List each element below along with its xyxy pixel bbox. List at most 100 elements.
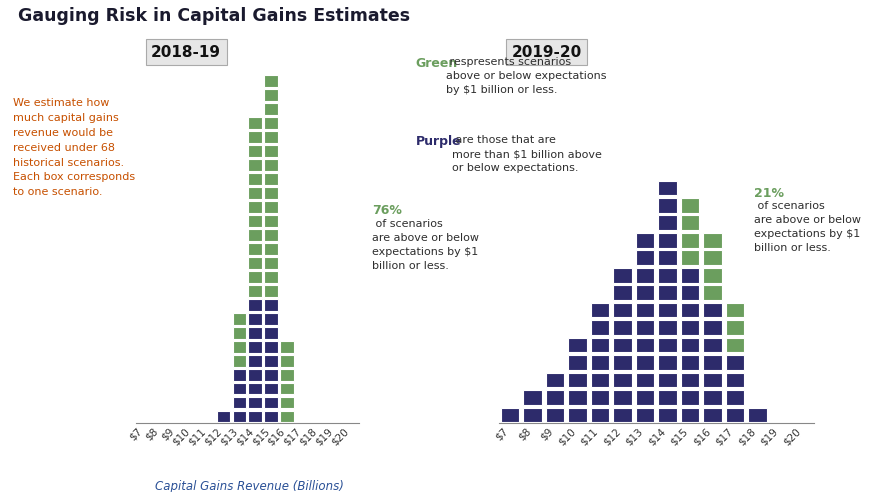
Bar — [725, 407, 745, 422]
Bar — [725, 303, 745, 317]
Bar — [658, 215, 677, 230]
Bar — [248, 341, 262, 353]
Bar — [658, 181, 677, 195]
Bar — [591, 303, 610, 317]
Bar — [264, 257, 277, 269]
Bar — [635, 233, 654, 247]
Bar — [248, 159, 262, 171]
Bar — [681, 338, 699, 352]
Bar — [725, 320, 745, 335]
Bar — [613, 407, 632, 422]
Bar — [703, 233, 722, 247]
Bar — [248, 299, 262, 310]
Bar — [248, 131, 262, 143]
Bar — [248, 313, 262, 325]
Bar — [264, 397, 277, 408]
Bar — [280, 411, 294, 423]
Bar — [280, 383, 294, 395]
Bar — [248, 397, 262, 408]
Bar — [681, 198, 699, 213]
Bar — [248, 201, 262, 213]
Bar — [613, 372, 632, 387]
Bar — [264, 341, 277, 353]
Bar — [545, 372, 564, 387]
Bar — [681, 215, 699, 230]
Bar — [248, 285, 262, 297]
Bar — [591, 407, 610, 422]
Bar — [264, 369, 277, 380]
Bar — [264, 33, 277, 45]
Bar — [635, 407, 654, 422]
Bar — [703, 372, 722, 387]
Bar — [264, 187, 277, 199]
Bar — [658, 407, 677, 422]
Bar — [703, 390, 722, 405]
Bar — [703, 303, 722, 317]
Bar — [591, 355, 610, 370]
Bar — [681, 303, 699, 317]
Bar — [568, 372, 587, 387]
Text: Capital Gains Revenue (Billions): Capital Gains Revenue (Billions) — [155, 480, 344, 492]
Bar — [635, 285, 654, 300]
Bar — [264, 131, 277, 143]
Bar — [264, 117, 277, 129]
Bar — [703, 407, 722, 422]
Bar — [264, 299, 277, 310]
Bar — [591, 390, 610, 405]
Bar — [635, 303, 654, 317]
Bar — [681, 250, 699, 265]
Bar — [658, 372, 677, 387]
Bar — [681, 355, 699, 370]
Bar — [264, 285, 277, 297]
Text: 76%: 76% — [372, 204, 402, 217]
Bar — [703, 320, 722, 335]
Bar — [748, 407, 767, 422]
Bar — [658, 285, 677, 300]
Bar — [635, 390, 654, 405]
Bar — [658, 198, 677, 213]
Bar — [248, 117, 262, 129]
Bar — [635, 250, 654, 265]
Bar — [248, 243, 262, 255]
Bar — [635, 355, 654, 370]
Text: 2019-20: 2019-20 — [511, 45, 582, 60]
Bar — [613, 355, 632, 370]
Bar — [568, 338, 587, 352]
Bar — [264, 62, 277, 73]
Bar — [264, 145, 277, 157]
Text: Gauging Risk in Capital Gains Estimates: Gauging Risk in Capital Gains Estimates — [18, 7, 410, 26]
Bar — [725, 355, 745, 370]
Bar — [248, 187, 262, 199]
Bar — [248, 369, 262, 380]
Bar — [658, 355, 677, 370]
Bar — [725, 390, 745, 405]
Bar — [568, 390, 587, 405]
Bar — [500, 407, 520, 422]
Bar — [703, 338, 722, 352]
Bar — [233, 313, 246, 325]
Bar — [264, 327, 277, 338]
Bar — [613, 338, 632, 352]
Bar — [681, 285, 699, 300]
Bar — [568, 355, 587, 370]
Bar — [725, 372, 745, 387]
Bar — [725, 338, 745, 352]
Bar — [248, 257, 262, 269]
Bar — [248, 327, 262, 338]
Bar — [658, 320, 677, 335]
Bar — [233, 369, 246, 380]
Text: of scenarios
are above or below
expectations by $1
billion or less.: of scenarios are above or below expectat… — [372, 219, 479, 271]
Bar — [248, 383, 262, 395]
Bar — [280, 397, 294, 408]
Bar — [264, 215, 277, 227]
Bar — [613, 390, 632, 405]
Bar — [681, 268, 699, 282]
Bar — [233, 397, 246, 408]
Bar — [523, 390, 542, 405]
Bar — [264, 313, 277, 325]
Bar — [280, 341, 294, 353]
Bar — [703, 355, 722, 370]
Bar — [233, 355, 246, 367]
Bar — [568, 407, 587, 422]
Text: Purple: Purple — [416, 135, 461, 148]
